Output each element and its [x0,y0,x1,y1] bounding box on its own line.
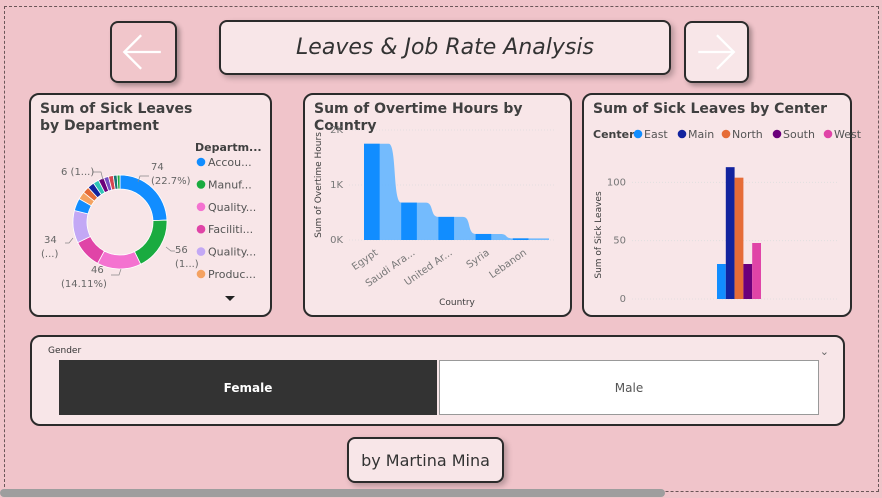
x-tick-label: Syria [465,247,492,271]
legend-marker [196,157,206,167]
chevron-down-icon[interactable]: ⌄ [819,345,829,358]
legend-marker [196,224,206,234]
donut-slice-2[interactable] [97,250,142,270]
legend-item-center[interactable]: South [783,128,815,141]
overtime-bar-1[interactable] [401,202,417,240]
data-label-small-slice: 6 (1...) [61,167,94,178]
data-label-manufacturing-pct: (1...) [175,259,199,270]
department-donut-chart: 74 (22.7%) 56 (1...) 46 (14.11%) 34 (...… [41,141,262,301]
legend-marker [823,129,833,139]
department-donut-card[interactable]: Sum of Sick Leaves by Department 74 (22.… [29,93,272,317]
legend-item-center[interactable]: North [732,128,763,141]
overtime-area-chart: Sum of Overtime Hours Country 0K 1K 2K Egy… [314,125,555,308]
slicer-option-female[interactable]: Female [59,360,437,415]
legend-marker [633,129,643,139]
gender-slicer-label: Gender [48,346,82,356]
author-credit: by Martina Mina [347,437,504,483]
slicer-option-male[interactable]: Male [439,360,819,415]
legend-marker [677,129,687,139]
legend-marker [196,202,206,212]
data-label-accounting-value: 74 [151,162,164,173]
y-tick-label: 100 [607,177,626,188]
y-tick-label: 0 [620,294,626,305]
bar-north[interactable] [734,177,744,299]
leader-line [137,175,149,183]
leader-line [65,237,74,244]
bar-south[interactable] [743,264,753,299]
department-legend-title: Departm... [195,141,262,154]
legend-marker [721,129,731,139]
gender-slicer[interactable]: Gender ⌄ Female Male [30,335,845,426]
bar-main[interactable] [725,167,735,299]
overtime-bar-2[interactable] [438,216,455,240]
legend-marker [196,180,206,189]
leader-line [111,268,122,276]
legend-item-department[interactable]: Produc... [208,268,256,281]
overtime-country-card[interactable]: Sum of Overtime Hours by Country Sum of … [303,93,572,317]
center-bar-chart: Center East Main North South West Sum of Sic… [593,128,862,305]
legend-item-department[interactable]: Accou... [208,156,252,169]
overtime-chart-title: Sum of Overtime Hours by Country [314,101,523,134]
data-label-quality-pct: (14.11%) [61,279,107,290]
arrow-right-icon [698,34,736,70]
data-label-accounting-pct: (22.7%) [151,176,191,187]
y-tick-label: 0K [330,235,343,246]
y-tick-label: 1K [330,180,343,191]
overtime-bar-0[interactable] [364,143,380,240]
legend-marker [772,129,782,139]
x-tick-label: Egypt [350,247,380,273]
department-chart-title: Sum of Sick Leaves by Department [40,101,193,134]
bar-east[interactable] [717,264,726,299]
y-tick-label: 2K [330,125,343,136]
overtime-area[interactable] [364,143,549,240]
forward-button[interactable] [684,21,749,83]
legend-item-center[interactable]: West [834,128,862,141]
legend-marker [196,247,206,256]
legend-marker [196,269,206,279]
data-label-manufacturing-value: 56 [175,245,188,256]
center-legend-title: Center [593,128,635,141]
overtime-bar-3[interactable] [475,233,492,240]
legend-item-center[interactable]: Main [688,128,714,141]
overtime-x-axis-title: Country [439,298,475,308]
x-tick-label: Lebanon [488,247,529,281]
center-chart-title: Sum of Sick Leaves by Center [593,101,828,117]
data-label-quality-value: 46 [91,265,104,276]
legend-item-department[interactable]: Quality... [208,246,256,259]
donut-slice-14[interactable] [116,174,121,190]
data-label-qa-value: 34 [44,235,57,246]
legend-item-department[interactable]: Manuf... [208,178,252,191]
leader-line [165,246,175,252]
legend-item-department[interactable]: Faciliti... [208,223,253,236]
legend-item-center[interactable]: East [644,128,668,141]
bar-west[interactable] [752,243,761,299]
legend-scroll-down-icon[interactable] [225,296,235,301]
back-button[interactable] [110,21,177,83]
center-y-axis-title: Sum of Sick Leaves [594,191,604,279]
data-label-qa-pct: (...) [41,249,58,260]
overtime-bar-4[interactable] [512,238,529,240]
donut-slice-1[interactable] [133,219,168,265]
overtime-y-axis-title: Sum of Overtime Hours [314,132,324,238]
leader-line [93,171,104,181]
horizontal-scrollbar[interactable] [0,489,665,497]
y-tick-label: 50 [613,236,626,247]
donut-slice-4[interactable] [72,209,91,244]
legend-item-department[interactable]: Quality... [208,201,256,214]
arrow-left-icon [122,34,161,70]
sick-leaves-center-card[interactable]: Sum of Sick Leaves by Center Center East… [582,93,862,317]
page-title: Leaves & Job Rate Analysis [219,20,671,75]
